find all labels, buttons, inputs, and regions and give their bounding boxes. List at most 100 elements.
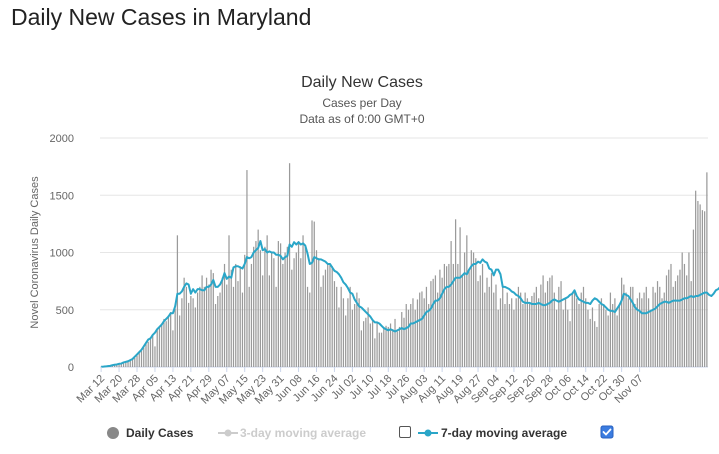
legend-3-day-label[interactable]: 3-day moving average bbox=[240, 426, 366, 440]
daily-cases-bar bbox=[551, 275, 553, 367]
daily-cases-bar bbox=[594, 321, 596, 367]
daily-cases-bar bbox=[300, 258, 302, 367]
daily-cases-bar bbox=[118, 363, 120, 367]
daily-cases-bar bbox=[589, 318, 591, 367]
daily-cases-bar bbox=[190, 296, 192, 367]
daily-cases-bar bbox=[706, 172, 708, 367]
daily-cases-bar bbox=[463, 252, 466, 367]
daily-cases-bar bbox=[217, 296, 219, 367]
daily-cases-bar bbox=[542, 275, 544, 367]
daily-cases-bar bbox=[149, 337, 152, 367]
legend-3-day-marker[interactable] bbox=[224, 429, 232, 437]
daily-cases-bar bbox=[342, 298, 345, 367]
daily-cases-bar bbox=[351, 309, 354, 367]
daily-cases-bar bbox=[356, 292, 358, 367]
daily-cases-bar bbox=[226, 284, 228, 367]
daily-cases-bar bbox=[692, 229, 695, 367]
daily-cases-bar bbox=[232, 286, 235, 367]
daily-cases-bar bbox=[405, 304, 407, 367]
daily-cases-bar bbox=[201, 275, 203, 367]
daily-cases-bar bbox=[338, 307, 340, 367]
daily-cases-bar bbox=[457, 263, 459, 367]
daily-cases-bar bbox=[324, 269, 327, 367]
chart-subtitle-data-as-of: Data as of 0:00 GMT+0 bbox=[299, 112, 424, 126]
daily-cases-bar bbox=[454, 219, 457, 367]
daily-cases-bar bbox=[340, 286, 342, 367]
daily-cases-bar bbox=[609, 292, 612, 367]
y-axis-label: Novel Coronavirus Daily Cases bbox=[29, 176, 41, 329]
daily-cases-bar bbox=[638, 292, 641, 367]
daily-cases-bar bbox=[488, 286, 490, 367]
daily-cases-bar bbox=[170, 312, 172, 367]
daily-cases-bar bbox=[315, 250, 318, 367]
daily-cases-bar bbox=[517, 286, 520, 367]
daily-cases-bar bbox=[625, 292, 627, 367]
daily-cases-bar bbox=[697, 200, 699, 367]
daily-cases-bar bbox=[524, 292, 526, 367]
daily-cases-bar bbox=[665, 275, 668, 367]
daily-cases-bar bbox=[138, 353, 140, 367]
daily-cases-bar bbox=[688, 252, 690, 367]
daily-cases-bar bbox=[468, 269, 470, 367]
daily-cases-bar bbox=[623, 284, 625, 367]
daily-cases-bar bbox=[605, 309, 607, 367]
daily-cases-bar bbox=[549, 277, 551, 367]
daily-cases-bar bbox=[446, 266, 448, 367]
daily-cases-bar bbox=[286, 246, 288, 367]
daily-cases-bar bbox=[526, 298, 529, 367]
daily-cases-bar bbox=[264, 246, 266, 367]
daily-cases-bar bbox=[650, 309, 652, 367]
daily-cases-bar bbox=[506, 292, 508, 367]
daily-cases-bar bbox=[125, 361, 127, 367]
daily-cases-bar bbox=[333, 281, 336, 367]
daily-cases-bar bbox=[165, 321, 167, 367]
daily-cases-bar bbox=[199, 286, 201, 367]
y-tick-label: 2000 bbox=[50, 133, 74, 145]
daily-cases-bar bbox=[244, 254, 246, 367]
daily-cases-bar bbox=[555, 309, 558, 367]
daily-cases-bar bbox=[531, 296, 533, 367]
daily-cases-bar bbox=[502, 284, 504, 367]
daily-cases-bar bbox=[466, 235, 468, 367]
daily-cases-bar bbox=[499, 298, 502, 367]
daily-cases-bar bbox=[621, 277, 623, 367]
daily-cases-bar bbox=[558, 286, 560, 367]
legend-3-day-checkbox[interactable] bbox=[399, 426, 411, 438]
daily-cases-bar bbox=[147, 341, 149, 367]
daily-cases-bar bbox=[470, 250, 472, 367]
legend-daily-cases-marker[interactable] bbox=[107, 427, 119, 439]
daily-cases-bar bbox=[259, 250, 262, 367]
daily-cases-bar bbox=[311, 220, 313, 367]
y-tick-label: 1000 bbox=[50, 248, 74, 260]
daily-cases-bar bbox=[385, 325, 387, 367]
y-tick-label: 500 bbox=[56, 305, 74, 317]
legend-daily-cases-label[interactable]: Daily Cases bbox=[126, 426, 194, 440]
daily-cases-bar bbox=[365, 317, 367, 367]
daily-cases-bar bbox=[522, 304, 524, 367]
daily-cases-bar bbox=[412, 298, 414, 367]
daily-cases-bar bbox=[643, 292, 645, 367]
daily-cases-bar bbox=[497, 309, 499, 367]
daily-cases-bar bbox=[553, 292, 555, 367]
daily-cases-bar bbox=[656, 281, 659, 367]
daily-cases-bar bbox=[432, 278, 434, 367]
daily-cases-bar bbox=[479, 275, 481, 367]
daily-cases-bar bbox=[212, 273, 214, 367]
daily-cases-bar bbox=[152, 334, 154, 367]
daily-cases-bar bbox=[205, 277, 208, 367]
legend-7-day-label[interactable]: 7-day moving average bbox=[441, 426, 567, 440]
daily-cases-bar bbox=[129, 360, 131, 367]
daily-cases-bar bbox=[511, 298, 513, 367]
daily-cases-bar bbox=[113, 364, 116, 367]
daily-cases-bar bbox=[376, 323, 378, 367]
daily-cases-bar bbox=[634, 304, 636, 367]
daily-cases-bar bbox=[248, 286, 250, 367]
daily-cases-bar bbox=[250, 263, 253, 367]
legend-7-day-marker[interactable] bbox=[424, 429, 432, 437]
daily-cases-bar bbox=[450, 241, 452, 367]
daily-cases-bar bbox=[663, 292, 665, 367]
daily-cases-bar bbox=[580, 292, 582, 367]
daily-cases-bar bbox=[273, 258, 275, 367]
daily-cases-bar bbox=[145, 344, 147, 367]
daily-cases-bar bbox=[196, 292, 199, 367]
